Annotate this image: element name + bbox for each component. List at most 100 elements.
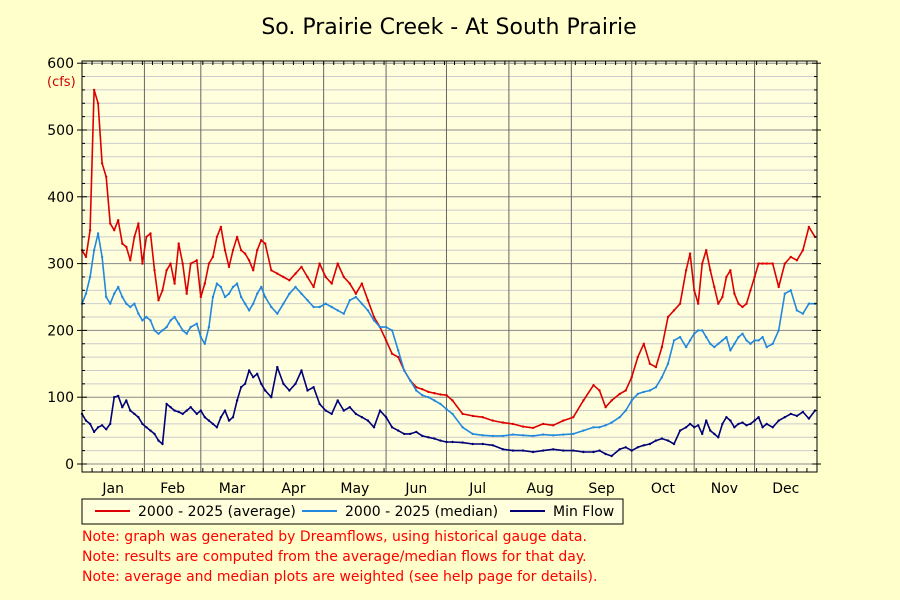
data-point	[666, 439, 670, 442]
data-point	[705, 419, 708, 422]
data-point	[84, 292, 88, 295]
data-point	[141, 262, 144, 265]
data-point	[618, 448, 621, 451]
data-point	[777, 419, 780, 422]
data-point	[203, 416, 206, 419]
data-point	[521, 434, 525, 437]
data-point	[684, 426, 688, 429]
chart-title: So. Prairie Creek - At South Prairie	[261, 15, 636, 40]
data-point	[149, 232, 152, 235]
data-point	[733, 426, 736, 429]
data-point	[282, 275, 285, 279]
data-point	[88, 422, 92, 426]
plot-frame	[81, 60, 818, 473]
data-point	[100, 255, 104, 259]
data-point	[630, 449, 633, 452]
x-tick-label: Feb	[160, 481, 185, 497]
data-point	[761, 262, 764, 265]
data-point	[461, 426, 464, 429]
data-point	[185, 332, 188, 335]
data-point	[195, 412, 198, 416]
data-point	[270, 305, 273, 309]
data-point	[433, 392, 436, 395]
data-point	[324, 302, 327, 305]
y-tick-label: 0	[65, 457, 74, 473]
data-point	[618, 392, 621, 396]
data-point	[324, 275, 327, 279]
data-point	[113, 229, 116, 232]
x-tick-label: Jul	[468, 481, 486, 497]
data-point	[717, 302, 720, 305]
data-point	[789, 412, 792, 416]
data-point	[709, 429, 712, 432]
data-point	[421, 434, 424, 438]
data-point	[582, 399, 585, 402]
data-point	[105, 428, 108, 431]
data-point	[109, 222, 112, 225]
data-point	[348, 282, 351, 285]
data-point	[342, 409, 345, 412]
data-point	[427, 396, 430, 399]
data-point	[654, 365, 658, 369]
data-point	[701, 262, 704, 265]
data-point	[153, 269, 156, 272]
data-point	[771, 262, 774, 265]
note-line: Note: results are computed from the aver…	[82, 549, 587, 565]
data-point	[256, 249, 259, 252]
data-point	[117, 285, 120, 289]
data-point	[165, 402, 168, 406]
data-point	[725, 335, 728, 339]
data-point	[161, 289, 164, 292]
data-point	[403, 369, 406, 372]
data-point	[541, 433, 545, 436]
data-point	[199, 295, 202, 299]
data-point	[330, 305, 333, 309]
x-tick-label: May	[340, 481, 369, 497]
y-tick-label: 200	[47, 323, 74, 339]
data-point	[801, 249, 805, 252]
data-point	[765, 345, 768, 349]
data-point	[783, 416, 786, 419]
data-point	[372, 319, 376, 322]
data-point	[306, 275, 309, 279]
data-point	[433, 399, 436, 402]
data-point	[390, 352, 394, 355]
data-point	[342, 275, 345, 279]
data-point	[372, 315, 376, 319]
data-point	[294, 285, 297, 289]
data-point	[247, 259, 251, 262]
data-point	[239, 295, 243, 299]
data-point	[219, 285, 223, 289]
data-point	[562, 419, 565, 422]
data-point	[753, 275, 756, 279]
data-point	[636, 446, 639, 449]
data-point	[598, 449, 601, 452]
data-point	[598, 389, 601, 392]
data-point	[260, 239, 263, 242]
data-point	[636, 355, 639, 359]
data-point	[642, 390, 645, 394]
data-point	[330, 412, 333, 416]
data-point	[129, 259, 132, 262]
data-point	[384, 325, 388, 329]
data-point	[783, 262, 786, 265]
data-point	[765, 422, 768, 426]
data-point	[137, 416, 140, 419]
data-point	[185, 292, 188, 295]
data-point	[348, 299, 351, 302]
data-point	[312, 285, 315, 289]
data-point	[604, 406, 607, 409]
data-point	[491, 434, 494, 438]
data-point	[610, 454, 613, 458]
data-point	[648, 442, 652, 446]
data-point	[141, 422, 144, 426]
data-point	[451, 440, 454, 444]
data-point	[604, 424, 607, 427]
data-point	[604, 452, 607, 456]
data-point	[642, 444, 645, 447]
data-point	[765, 262, 768, 265]
data-point	[562, 449, 565, 452]
data-point	[721, 339, 724, 342]
data-point	[294, 382, 297, 385]
